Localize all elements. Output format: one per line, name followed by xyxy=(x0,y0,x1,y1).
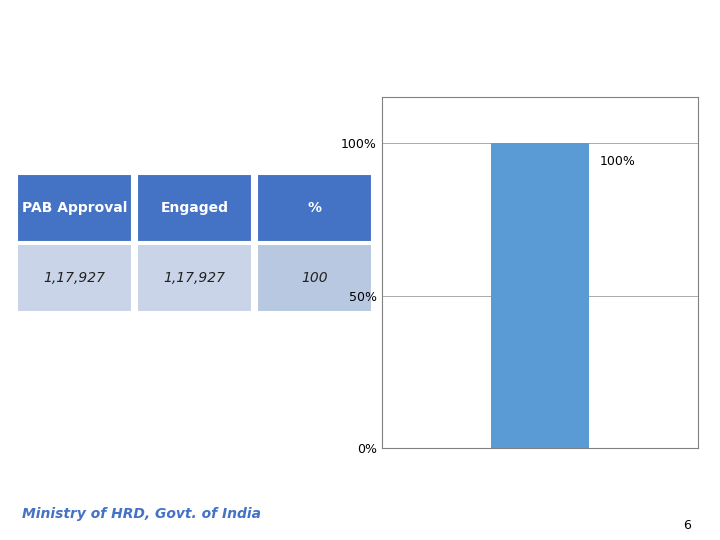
Text: 1,17,927: 1,17,927 xyxy=(43,271,105,285)
Text: 100%: 100% xyxy=(600,155,636,168)
Text: %: % xyxy=(307,201,321,215)
Bar xyxy=(138,174,251,242)
Bar xyxy=(138,244,251,312)
Bar xyxy=(17,174,132,242)
Text: PAB Approval: PAB Approval xyxy=(22,201,127,215)
Text: Engaged: Engaged xyxy=(161,201,228,215)
Bar xyxy=(17,244,132,312)
Bar xyxy=(257,244,372,312)
Text: 1,17,927: 1,17,927 xyxy=(163,271,225,285)
Bar xyxy=(491,143,589,448)
Text: Engagement of Cook-cum-Helpers (Primary & U. Primary): Engagement of Cook-cum-Helpers (Primary … xyxy=(13,21,720,50)
Text: 6: 6 xyxy=(683,519,691,532)
Text: Ministry of HRD, Govt. of India: Ministry of HRD, Govt. of India xyxy=(22,508,261,522)
Text: 100: 100 xyxy=(301,271,328,285)
Bar xyxy=(257,174,372,242)
